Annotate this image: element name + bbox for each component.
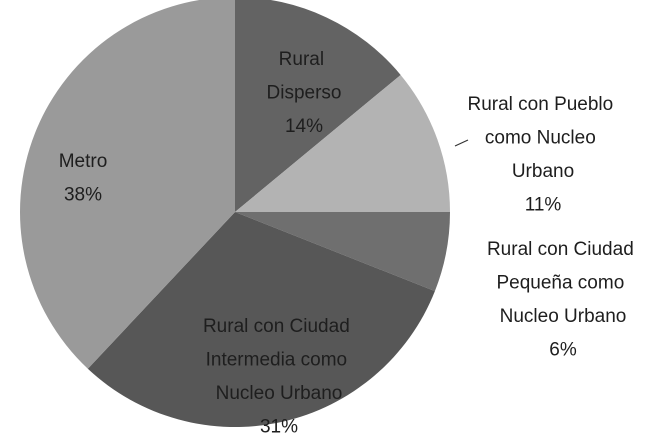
leader-line xyxy=(454,139,469,147)
pie-slice xyxy=(235,74,450,212)
pie-slice xyxy=(87,212,435,428)
slice-label: Rural con Pueblo como Nucleo Urbano xyxy=(467,94,618,182)
slice-label: Rural con Ciudad Intermedia como Nucleo … xyxy=(203,316,355,404)
pie-slice xyxy=(20,0,235,369)
slice-value-label: 38% xyxy=(64,185,102,206)
pie-slice xyxy=(235,0,401,212)
slice-label: Rural con Ciudad Pequeña como Nucleo Urb… xyxy=(487,239,639,327)
pie-slice xyxy=(235,212,450,292)
slice-value-label: 14% xyxy=(285,116,323,137)
slice-label: Rural Disperso xyxy=(267,49,342,104)
slice-value-label: 6% xyxy=(549,340,577,361)
slice-value-label: 11% xyxy=(525,195,562,216)
slice-label: Metro xyxy=(59,151,108,172)
slice-value-label: 31% xyxy=(260,417,298,438)
